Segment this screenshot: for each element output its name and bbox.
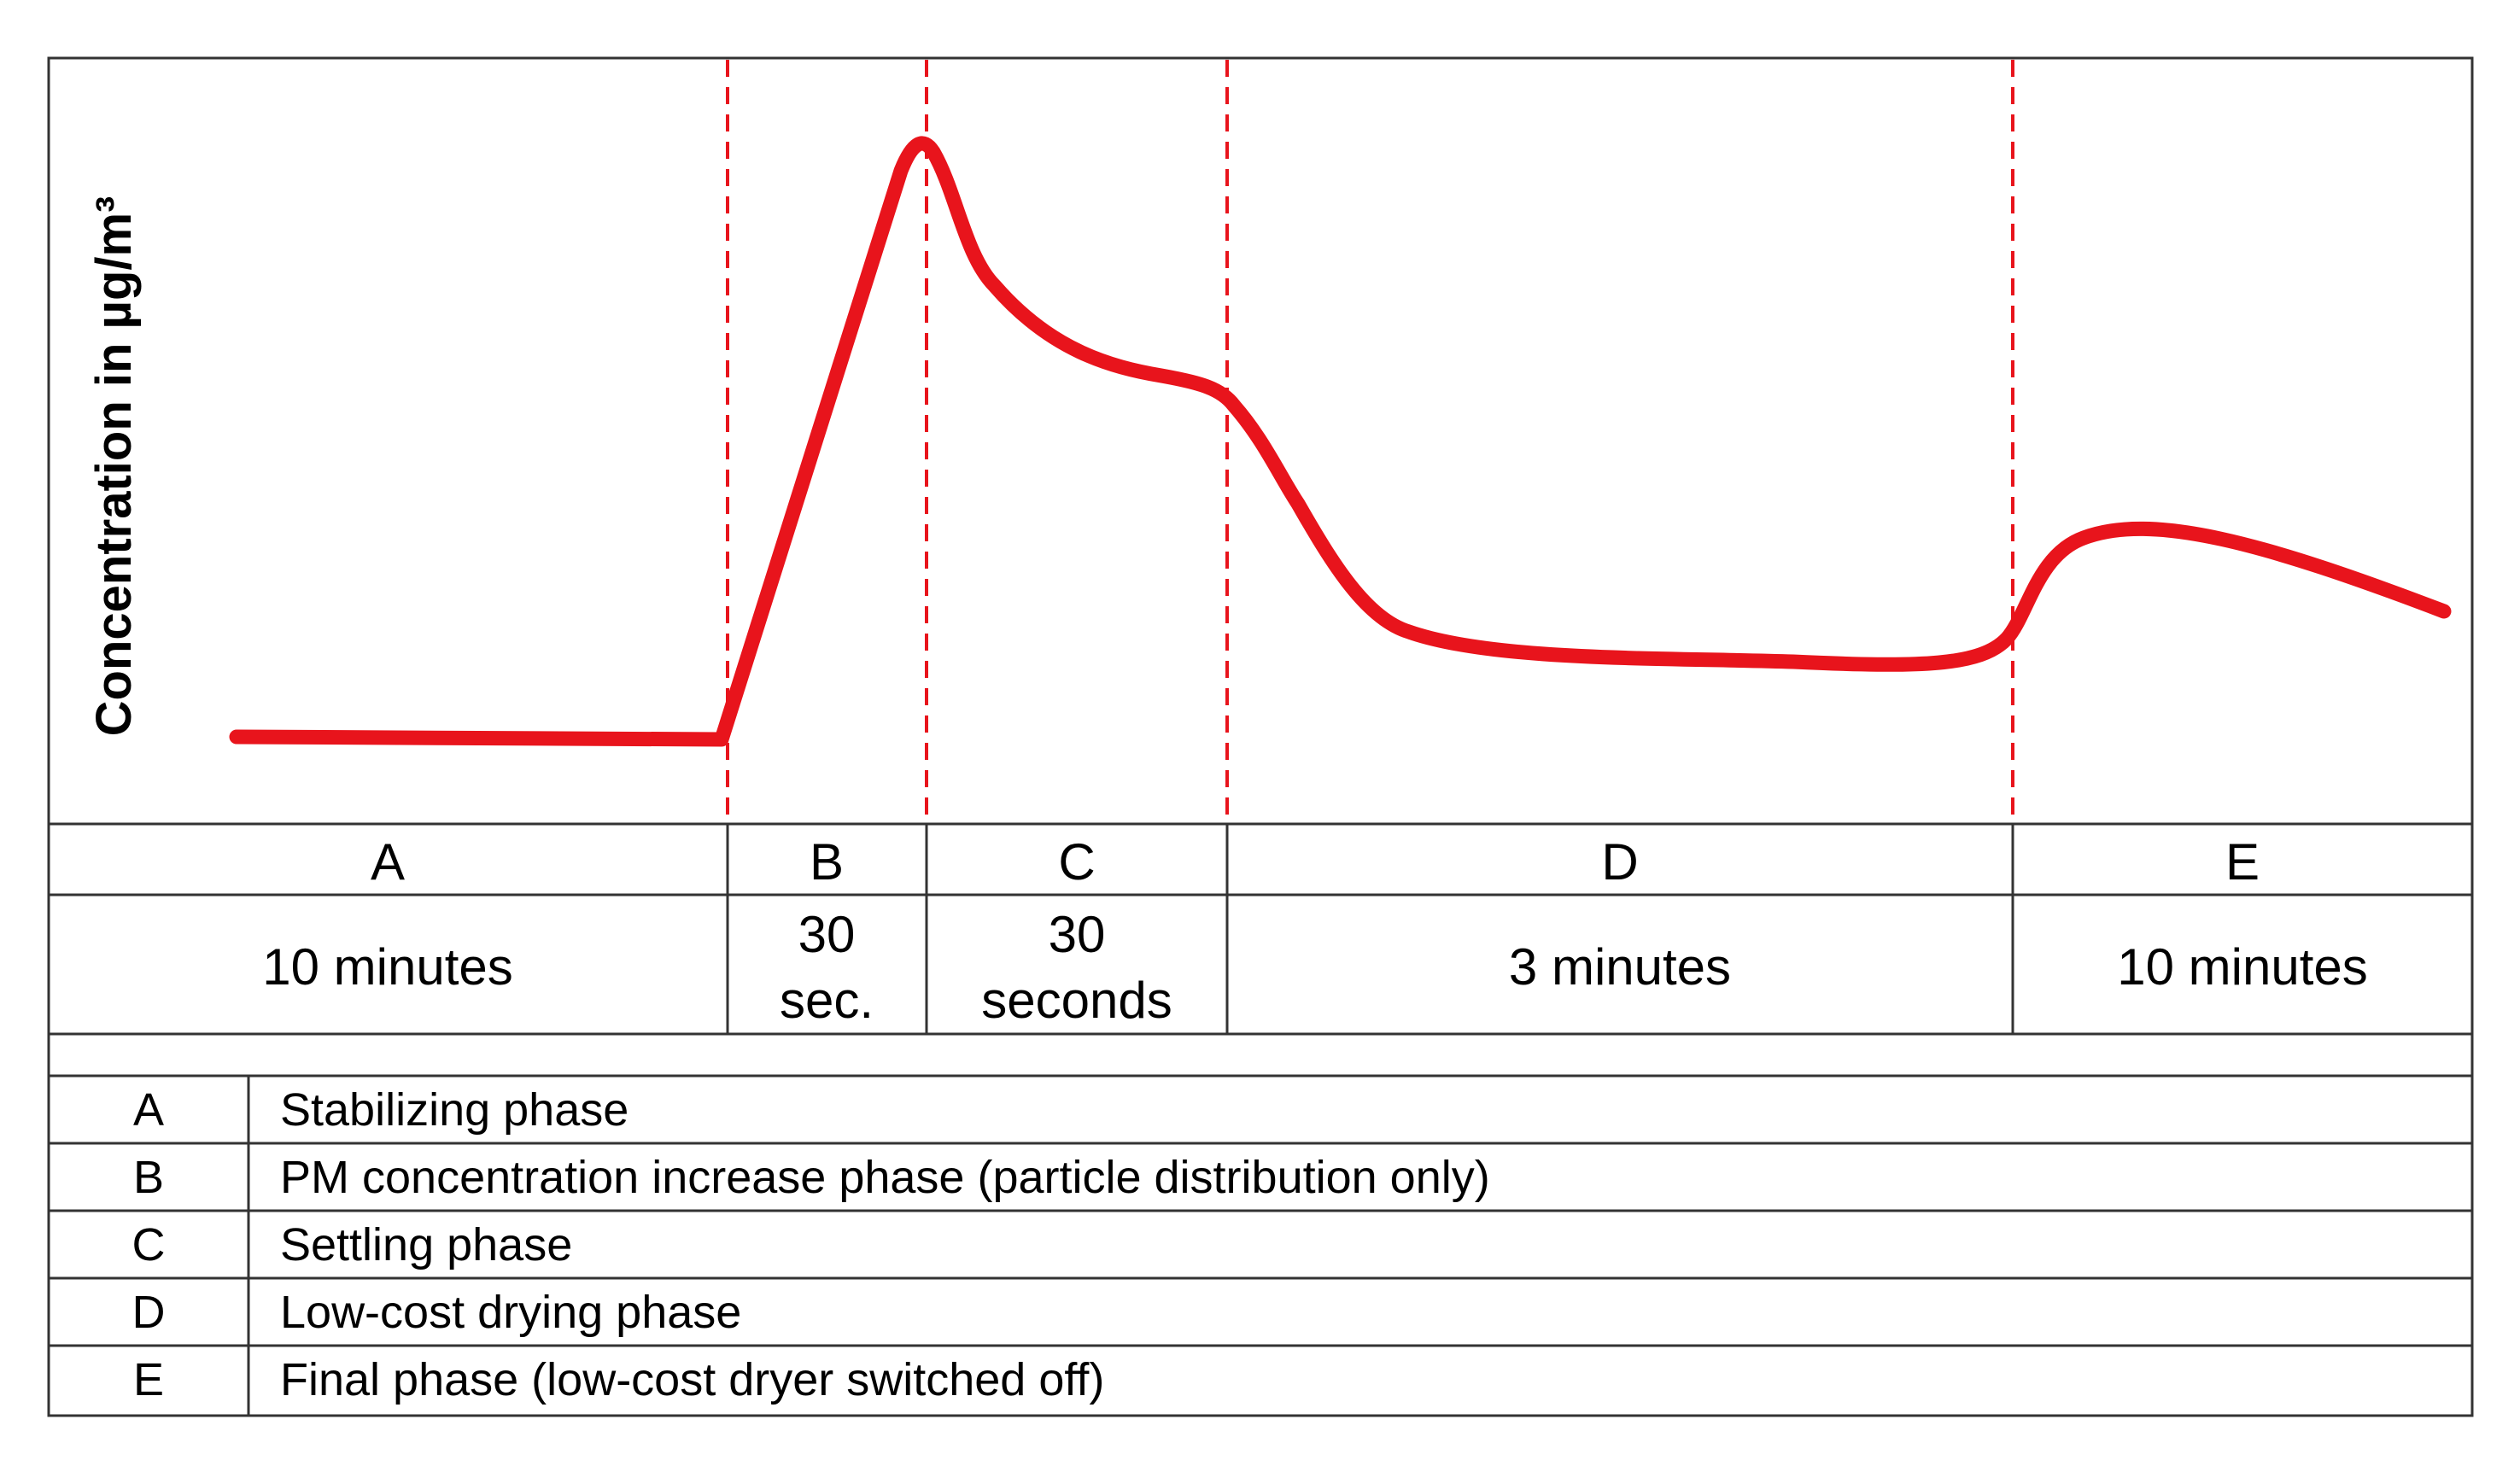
phase-letter-a: A xyxy=(371,833,405,891)
phase-duration-c-line1: 30 xyxy=(1049,906,1106,963)
legend-letter-b: B xyxy=(133,1152,164,1203)
concentration-curve xyxy=(229,136,2452,747)
legend-description-c: Settling phase xyxy=(280,1219,572,1270)
phase-letter-c: C xyxy=(1058,833,1095,891)
legend-letter-e: E xyxy=(133,1354,164,1405)
legend-letter-c: C xyxy=(132,1219,166,1270)
legend-rows: A Stabilizing phase B PM concentration i… xyxy=(132,1084,1490,1405)
phase-letter-b: B xyxy=(810,833,844,891)
legend-description-b: PM concentration increase phase (particl… xyxy=(280,1152,1490,1203)
phase-duration-e: 10 minutes xyxy=(2117,938,2368,996)
phase-letter-d: D xyxy=(1601,833,1638,891)
phase-letter-e: E xyxy=(2225,833,2260,891)
legend-table-grid xyxy=(49,1076,2472,1416)
legend-description-d: Low-cost drying phase xyxy=(280,1287,741,1338)
phase-duration-b-line2: sec. xyxy=(780,972,874,1029)
phase-table-grid xyxy=(49,824,2472,1078)
legend-letter-a: A xyxy=(133,1084,164,1136)
phase-duration-b-line1: 30 xyxy=(798,906,856,963)
phase-letters: A B C D E xyxy=(371,833,2260,891)
phase-duration-a: 10 minutes xyxy=(262,938,513,996)
phase-duration-d: 3 minutes xyxy=(1509,938,1731,996)
phase-durations: 10 minutes 30 sec. 30 seconds 3 minutes … xyxy=(262,906,2368,1029)
legend-description-e: Final phase (low-cost dryer switched off… xyxy=(280,1354,1104,1405)
y-axis-label: Concentration in µg/m³ xyxy=(86,196,142,737)
phase-duration-c-line2: seconds xyxy=(981,972,1172,1029)
legend-description-a: Stabilizing phase xyxy=(280,1084,629,1136)
phase-dividers xyxy=(726,60,2014,822)
diagram-frame xyxy=(47,56,2474,1417)
legend-letter-d: D xyxy=(132,1287,166,1338)
